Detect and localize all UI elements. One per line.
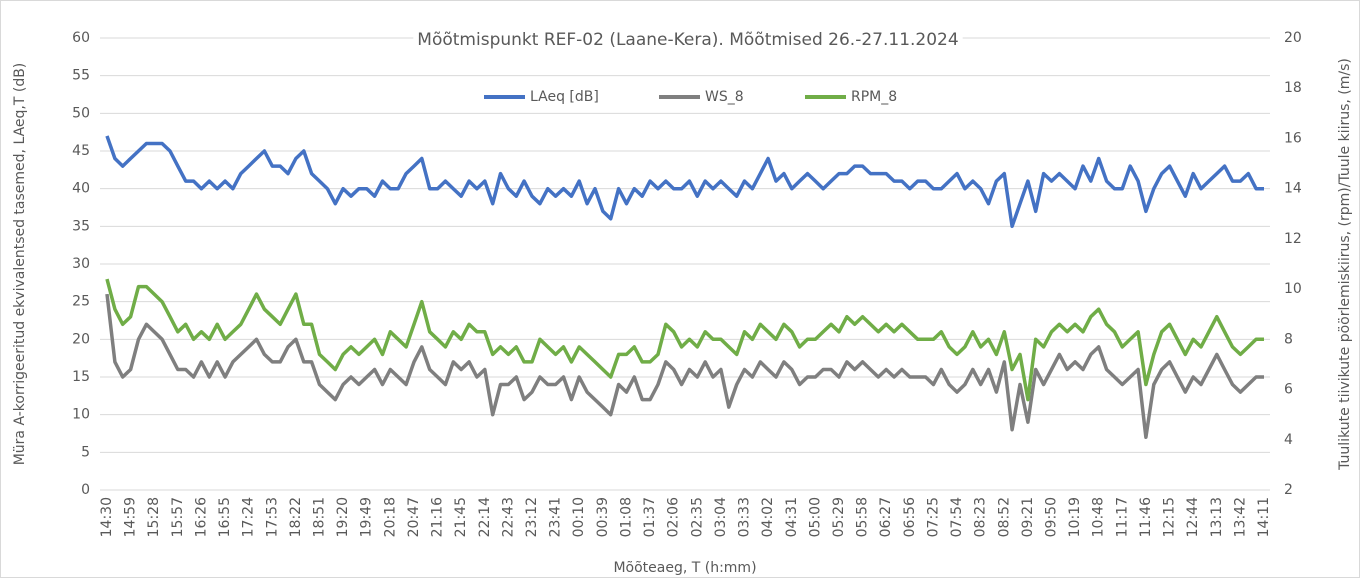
y2-tick-label: 2 <box>1284 482 1293 498</box>
x-tick-label: 16:26 <box>193 497 209 537</box>
series-line <box>105 293 1264 440</box>
x-tick-label: 21:16 <box>430 497 446 537</box>
y2-tick-label: 20 <box>1284 30 1302 46</box>
y-tick-label: 60 <box>72 30 90 46</box>
x-tick-label: 16:55 <box>217 497 233 537</box>
y2-tick-label: 6 <box>1284 382 1293 398</box>
x-tick-label: 09:21 <box>1020 497 1036 537</box>
x-tick-label: 12:44 <box>1185 497 1201 537</box>
x-tick-label: 14:30 <box>99 497 115 537</box>
x-tick-label: 02:06 <box>666 497 682 537</box>
x-tick-label: 10:48 <box>1091 497 1107 537</box>
x-tick-label: 02:35 <box>689 497 705 537</box>
x-tick-label: 12:15 <box>1162 497 1178 537</box>
x-tick-label: 18:22 <box>288 497 304 537</box>
legend-label: LAeq [dB] <box>530 89 599 105</box>
y-tick-label: 25 <box>72 294 90 310</box>
x-tick-label: 19:20 <box>335 497 351 537</box>
y2-tick-label: 4 <box>1284 432 1293 448</box>
x-tick-label: 15:28 <box>146 497 162 537</box>
y-tick-label: 45 <box>72 143 90 159</box>
x-tick-label: 13:13 <box>1209 497 1225 537</box>
x-tick-label: 11:17 <box>1114 497 1130 537</box>
x-tick-label: 06:56 <box>902 497 918 537</box>
chart-title: Mõõtmispunkt REF-02 (Laane-Kera). Mõõtmi… <box>417 30 958 50</box>
y-tick-label: 5 <box>81 444 90 460</box>
y2-tick-label: 8 <box>1284 331 1293 347</box>
y-tick-label: 15 <box>72 369 90 385</box>
y-tick-label: 30 <box>72 256 90 272</box>
y-tick-label: 10 <box>72 407 90 423</box>
y-tick-label: 55 <box>72 68 90 84</box>
x-tick-label: 03:33 <box>737 497 753 537</box>
title-background <box>413 28 963 52</box>
x-tick-label: 13:42 <box>1232 497 1248 537</box>
y2-axis-title: Tuulikute tiivikute pöörlemiskiirus, (rp… <box>1337 58 1353 471</box>
x-tick-label: 05:58 <box>855 497 871 537</box>
x-tick-label: 17:53 <box>264 497 280 537</box>
x-tick-label: 03:04 <box>713 497 729 537</box>
x-tick-label: 22:14 <box>477 497 493 537</box>
series-line <box>105 278 1264 402</box>
y-tick-label: 0 <box>81 482 90 498</box>
x-tick-label: 14:59 <box>123 497 139 537</box>
x-tick-label: 20:18 <box>382 497 398 537</box>
x-tick-label: 18:51 <box>312 497 328 537</box>
x-tick-label: 01:08 <box>618 497 634 537</box>
x-tick-label: 07:25 <box>925 497 941 537</box>
x-tick-label: 08:23 <box>973 497 989 537</box>
x-tick-label: 14:11 <box>1256 497 1272 537</box>
x-tick-label: 04:02 <box>760 497 776 537</box>
x-tick-label: 00:39 <box>595 497 611 537</box>
y-tick-label: 35 <box>72 218 90 234</box>
y2-tick-label: 12 <box>1284 231 1302 247</box>
y2-tick-label: 18 <box>1284 80 1302 96</box>
x-tick-label: 11:46 <box>1138 497 1154 537</box>
x-tick-label: 15:57 <box>170 497 186 537</box>
x-tick-label: 21:45 <box>453 497 469 537</box>
x-tick-label: 09:50 <box>1043 497 1059 537</box>
legend-label: RPM_8 <box>851 89 897 105</box>
x-tick-label: 20:47 <box>406 497 422 537</box>
x-tick-label: 04:31 <box>784 497 800 537</box>
x-tick-label: 05:00 <box>807 497 823 537</box>
y2-tick-label: 16 <box>1284 130 1302 146</box>
legend-label: WS_8 <box>705 89 744 105</box>
y-tick-label: 50 <box>72 105 90 121</box>
y2-tick-label: 14 <box>1284 181 1302 197</box>
x-tick-label: 08:52 <box>996 497 1012 537</box>
x-tick-label: 05:29 <box>831 497 847 537</box>
x-tick-label: 00:10 <box>571 497 587 537</box>
x-tick-label: 10:19 <box>1067 497 1083 537</box>
x-tick-label: 06:27 <box>878 497 894 537</box>
x-tick-label: 17:24 <box>241 497 257 537</box>
x-tick-label: 01:37 <box>642 497 658 537</box>
x-axis-title: Mõõteaeg, T (h:mm) <box>613 560 756 576</box>
x-tick-label: 22:43 <box>500 497 516 537</box>
x-tick-label: 23:12 <box>524 497 540 537</box>
x-tick-label: 19:49 <box>359 497 375 537</box>
x-tick-label: 07:54 <box>949 497 965 537</box>
y-tick-label: 40 <box>72 181 90 197</box>
y2-tick-label: 10 <box>1284 281 1302 297</box>
y-axis-title: Müra A-korrigeeritud ekvivalentsed tasem… <box>12 63 28 466</box>
y-tick-label: 20 <box>72 331 90 347</box>
x-tick-label: 23:41 <box>548 497 564 537</box>
series-line <box>105 135 1264 229</box>
